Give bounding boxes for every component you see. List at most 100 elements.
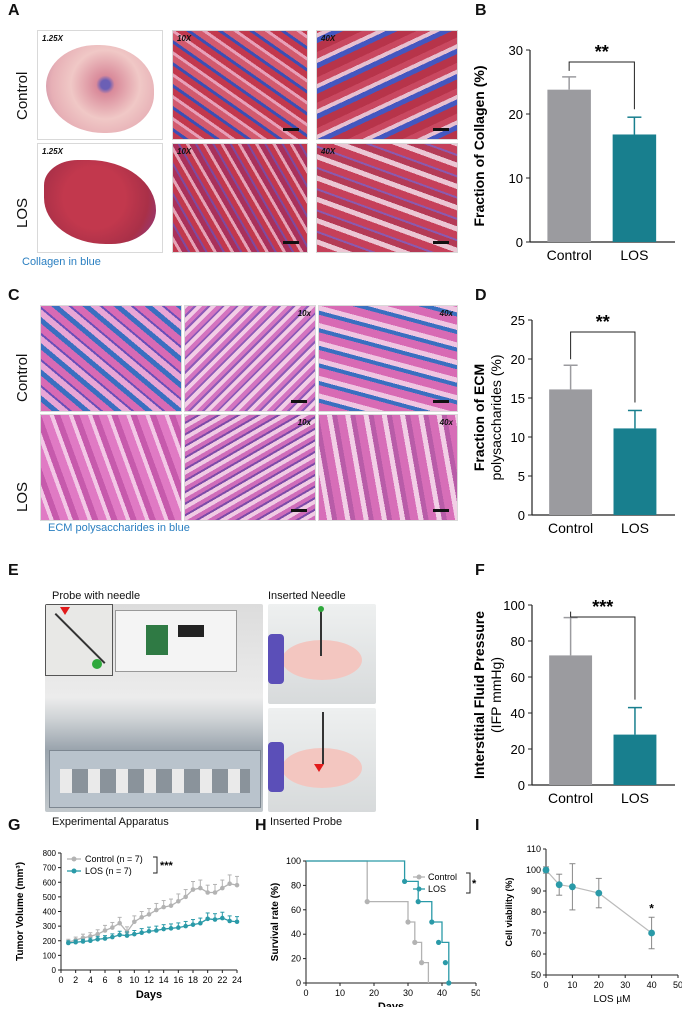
y-tick-label: 100 (503, 598, 525, 613)
data-point (139, 915, 144, 920)
y-tick-label: 80 (291, 880, 301, 890)
y-axis-label: Tumor Volume (mm³) (15, 862, 26, 961)
scale-bar (433, 241, 449, 244)
x-tick-label: 22 (217, 975, 227, 985)
caption-ecm: ECM polysaccharides in blue (48, 522, 190, 534)
photo-apparatus (45, 604, 263, 812)
y-tick-label: 30 (509, 43, 523, 58)
y-tick-label: 100 (43, 951, 57, 960)
data-point (595, 889, 603, 897)
x-tick-label: 0 (303, 988, 308, 998)
y-tick-label: 40 (291, 929, 301, 939)
significance-bracket (153, 856, 158, 874)
x-tick-label: 6 (102, 975, 107, 985)
scale-bar (291, 400, 307, 403)
label-inserted-probe: Inserted Probe (270, 816, 343, 828)
data-point (205, 890, 210, 895)
y-tick-label: 20 (291, 954, 301, 964)
legend-label: LOS (n = 7) (85, 866, 132, 876)
label-experimental-apparatus: Experimental Apparatus (52, 816, 169, 828)
x-tick-label: 16 (173, 975, 183, 985)
x-tick-label: 50 (673, 980, 682, 990)
censor-mark (446, 980, 452, 986)
x-tick-label: 40 (647, 980, 657, 990)
y-tick-label: 200 (43, 937, 57, 946)
y-tick-label: 10 (509, 171, 523, 186)
data-point (161, 926, 166, 932)
y-axis-label: polysaccharides (%) (488, 354, 504, 480)
significance-marker: ** (596, 312, 610, 332)
tissue-section (44, 160, 156, 244)
micrograph-a-control-whole: 1.25X (37, 30, 163, 140)
y-tick-label: 20 (509, 107, 523, 122)
data-point (88, 934, 93, 939)
category-label: Control (548, 520, 593, 536)
bar-los (612, 134, 657, 242)
panel-label-e: E (8, 562, 19, 579)
y-axis-label: Fraction of ECM (471, 364, 487, 471)
y-tick-label: 100 (286, 856, 301, 866)
x-tick-label: 40 (437, 988, 447, 998)
row-label-los-a: LOS (14, 197, 31, 228)
data-point (220, 885, 225, 891)
x-tick-label: 24 (232, 975, 242, 985)
photo-inserted-needle (268, 604, 376, 704)
data-point (190, 922, 196, 927)
y-tick-label: 90 (531, 886, 541, 896)
x-axis-label: Days (378, 1001, 404, 1007)
data-point (183, 894, 188, 900)
category-label: LOS (620, 247, 648, 263)
category-label: LOS (621, 790, 649, 806)
significance-bracket (570, 611, 636, 700)
data-point (124, 933, 130, 938)
y-axis-label: Fraction of Collagen (%) (471, 66, 487, 227)
y-tick-label: 0 (296, 978, 301, 988)
data-point (161, 904, 166, 910)
data-point (183, 923, 188, 929)
x-tick-label: 4 (88, 975, 93, 985)
x-tick-label: 50 (471, 988, 480, 998)
magnification-label: 40x (439, 309, 453, 318)
scale-bar (433, 509, 449, 512)
x-tick-label: 30 (403, 988, 413, 998)
series-line (68, 883, 238, 943)
y-tick-label: 80 (511, 634, 525, 649)
category-label: LOS (621, 520, 649, 536)
panel-label-i: I (475, 817, 480, 834)
censor-mark (402, 878, 408, 884)
bar-los (613, 734, 657, 785)
x-axis-label: LOS µM (594, 994, 631, 1005)
data-point (198, 885, 203, 891)
panel-label-c: C (8, 287, 20, 304)
significance-bracket (568, 61, 635, 110)
x-tick-label: 12 (144, 975, 154, 985)
magnification-label: 10X (177, 34, 192, 43)
probe-inset (45, 604, 113, 676)
micrograph-c-control-1 (40, 305, 182, 412)
micrograph-c-los-40x: 40x (318, 414, 458, 521)
censor-mark (442, 960, 448, 966)
x-tick-label: 10 (567, 980, 577, 990)
data-point (66, 940, 71, 946)
x-tick-label: 20 (369, 988, 379, 998)
panel-label-d: D (475, 287, 487, 304)
micrograph-c-control-10x: 10x (184, 305, 316, 412)
data-point (212, 890, 218, 895)
micrograph-c-los-10x: 10x (184, 414, 316, 521)
data-point (117, 932, 122, 938)
y-tick-label: 300 (43, 922, 57, 931)
y-tick-label: 700 (43, 864, 57, 873)
x-tick-label: 2 (73, 975, 78, 985)
y-tick-label: 20 (511, 352, 525, 367)
significance-bracket (570, 331, 636, 403)
magnification-label: 40X (321, 147, 336, 156)
y-tick-label: 50 (531, 970, 541, 980)
y-axis-label: Cell viability (%) (504, 877, 514, 946)
row-label-control-c: Control (14, 353, 31, 402)
magnification-label: 10x (297, 309, 311, 318)
connector-box (49, 750, 261, 808)
data-point (648, 929, 655, 937)
data-point (102, 928, 108, 933)
data-point (198, 920, 203, 926)
